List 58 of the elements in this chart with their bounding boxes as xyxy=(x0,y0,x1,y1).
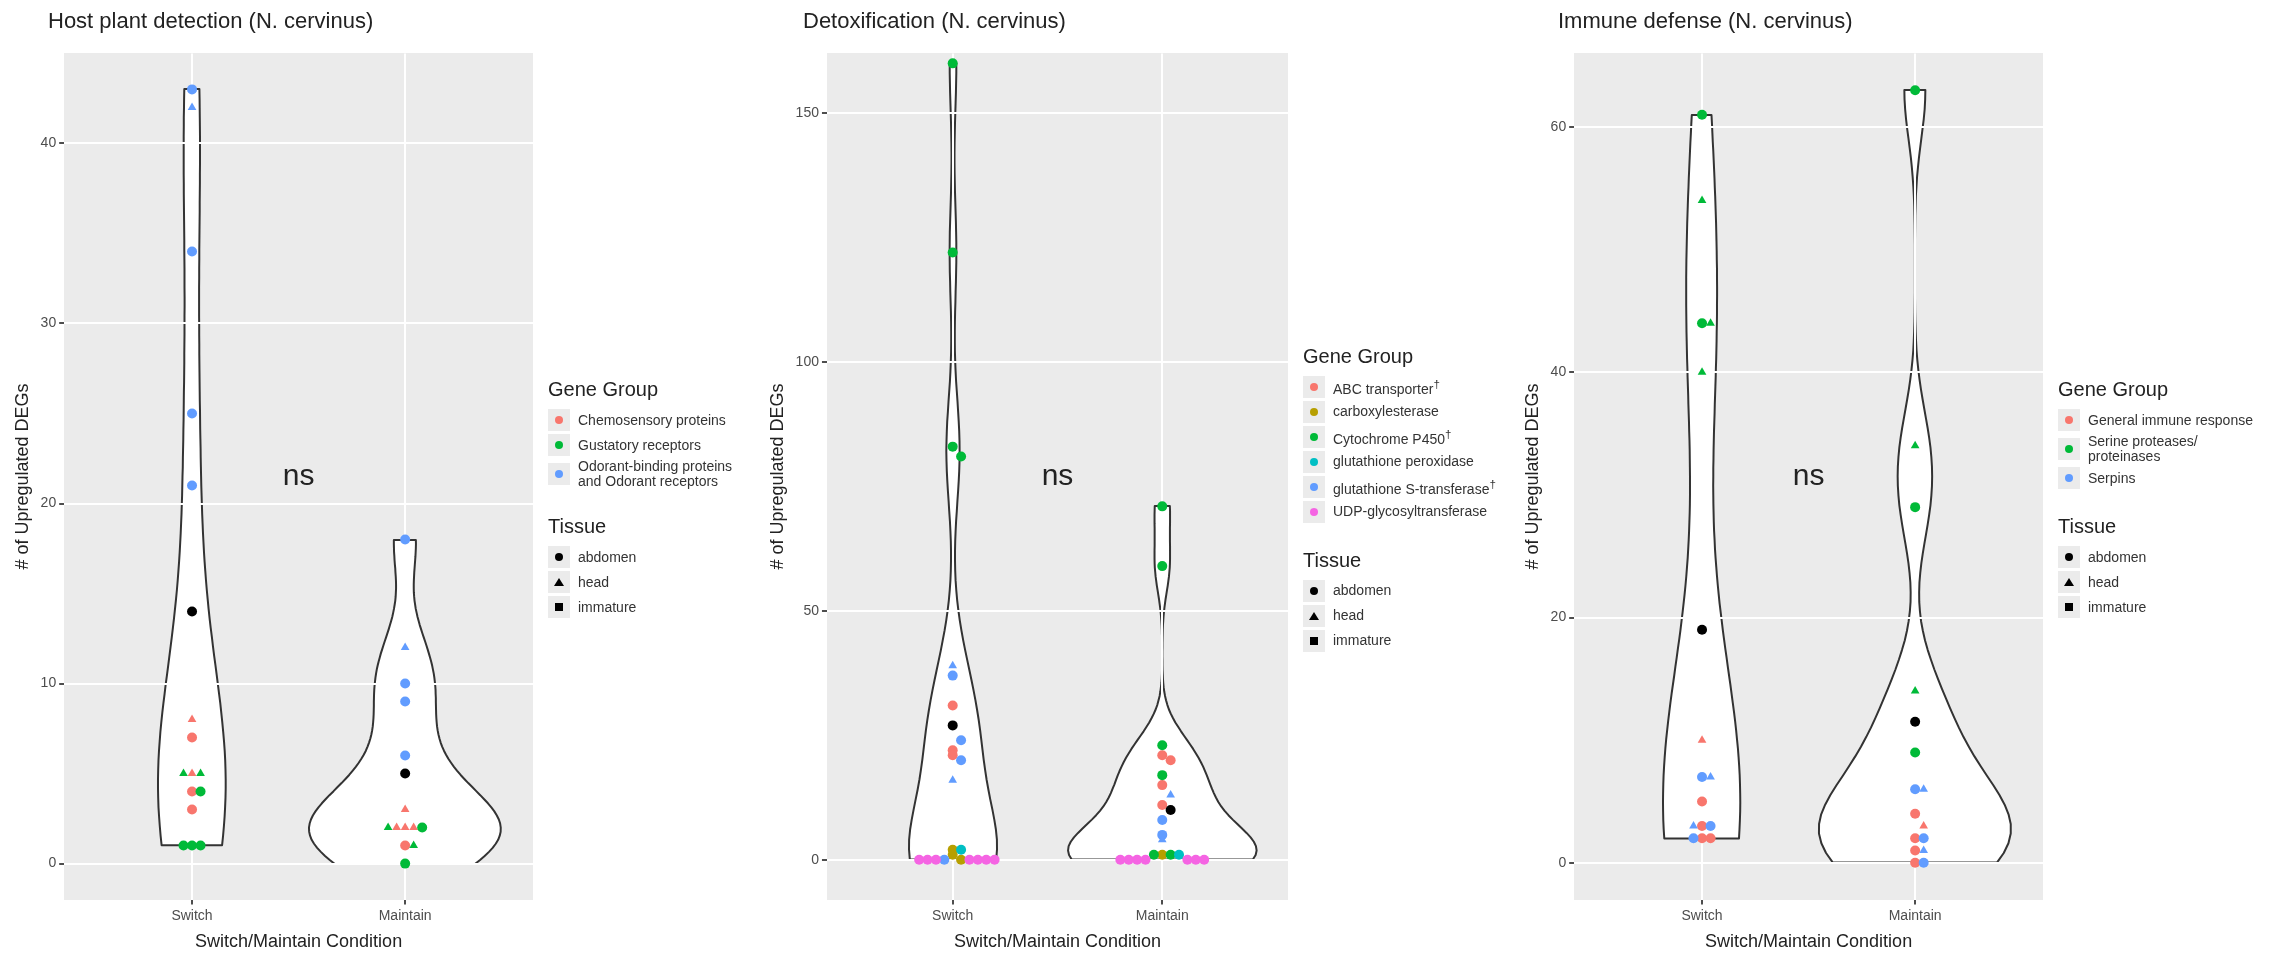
x-tick-label: Switch xyxy=(932,906,974,923)
x-tick-label: Maintain xyxy=(1135,906,1189,923)
legend-label: glutathione peroxidase xyxy=(1333,453,1474,469)
legend-label: Serpins xyxy=(2088,469,2136,486)
legend-label: head xyxy=(1333,607,1365,623)
y-tick-label: 150 xyxy=(795,103,820,120)
annotation: ns xyxy=(1041,457,1074,491)
chart-title: Host plant detection (N. cervinus) xyxy=(47,8,375,35)
y-tick-label: 20 xyxy=(1550,608,1567,625)
text: Tissue xyxy=(548,515,608,538)
annotation: ns xyxy=(282,457,315,491)
legend-label: Cytochrome P450$^{†}$ xyxy=(1333,426,1452,447)
legend-label: abdomen xyxy=(1333,582,1392,598)
annotation: ns xyxy=(1792,457,1825,491)
legend-title: Gene Group xyxy=(2058,378,2170,401)
legend-label: head xyxy=(578,573,610,590)
y-tick-label: 0 xyxy=(1558,853,1567,870)
x-axis-title: Switch/Maintain Condition xyxy=(195,931,403,952)
chart-title: Immune defense (N. cervinus) xyxy=(1557,8,1854,35)
y-tick-label: 0 xyxy=(811,850,820,867)
y-tick-label: 40 xyxy=(1550,363,1567,380)
y-tick-label: 0 xyxy=(48,854,57,871)
y-tick-label: 20 xyxy=(40,494,57,511)
legend-label: glutathione S-transferase$^{†}$ xyxy=(1333,476,1496,497)
y-tick-label: 10 xyxy=(40,674,57,691)
legend-label: Odorant-binding proteins and Odorant receptors xyxy=(578,458,734,489)
legend-label: General immune response xyxy=(2088,411,2253,428)
y-tick-label: 40 xyxy=(40,134,57,151)
legend-label: UDP-glycosyltransferase xyxy=(1333,503,1488,519)
x-tick-label: Switch xyxy=(171,906,213,923)
legend-label: head xyxy=(2088,573,2120,590)
chart-title: Detoxification (N. cervinus) xyxy=(802,8,1067,35)
legend-title: Gene Group xyxy=(548,378,660,401)
x-tick-label: Maintain xyxy=(1888,906,1942,923)
y-tick-label: 50 xyxy=(803,601,820,618)
legend-label: immature xyxy=(1333,632,1392,648)
x-tick-label: Switch xyxy=(1681,906,1723,923)
legend-label: ABC transporter$^{†}$ xyxy=(1333,376,1440,397)
y-tick-label: 60 xyxy=(1550,117,1567,134)
text: Tissue xyxy=(1303,548,1363,572)
y-axis-title: # of Upregulated DEGs xyxy=(11,383,32,570)
legend-label: carboxylesterase xyxy=(1333,403,1439,419)
y-tick-label: 30 xyxy=(40,314,57,331)
legend-label: Chemosensory proteins xyxy=(578,411,726,428)
x-axis-title: Switch/Maintain Condition xyxy=(1705,931,1913,952)
legend-label: abdomen xyxy=(2088,548,2147,565)
legend-title: Gene Group xyxy=(1303,344,1415,368)
y-axis-title: # of Upregulated DEGs xyxy=(1521,383,1542,570)
legend-label: Gustatory receptors xyxy=(578,436,701,453)
x-axis-title: Switch/Maintain Condition xyxy=(953,931,1162,952)
text: Tissue xyxy=(2058,515,2118,538)
legend-label: Serine proteases/ proteinases xyxy=(2088,433,2199,464)
legend-label: immature xyxy=(2088,598,2147,615)
x-tick-label: Maintain xyxy=(378,906,432,923)
legend-label: immature xyxy=(578,598,637,615)
y-axis-title: # of Upregulated DEGs xyxy=(766,383,787,570)
y-tick-label: 100 xyxy=(795,352,820,369)
legend-label: abdomen xyxy=(578,548,637,565)
